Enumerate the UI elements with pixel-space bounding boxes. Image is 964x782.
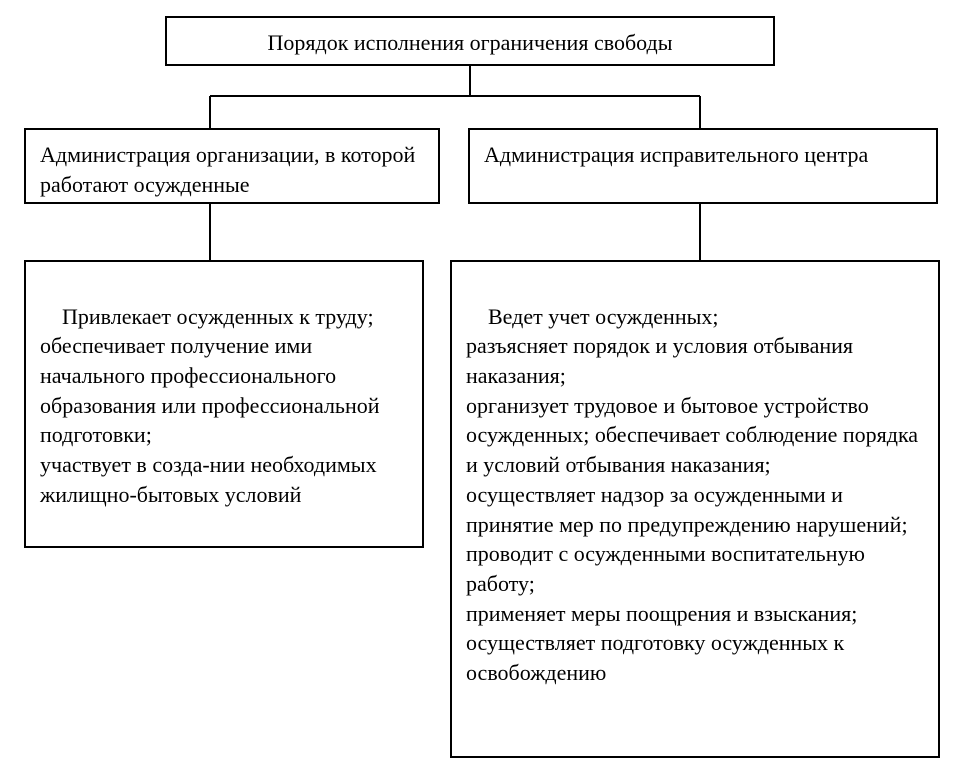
diagram-canvas: Порядок исполнения ограничения свободы А… (0, 0, 964, 782)
root-node: Порядок исполнения ограничения свободы (165, 16, 775, 66)
right-body-node: Ведет учет осужденных; разъясняет порядо… (450, 260, 940, 758)
left-body-text: Привлекает осужденных к труду; обеспечив… (40, 304, 385, 507)
right-header-node: Администрация исправительно­го центра (468, 128, 938, 204)
left-header-node: Администрация организации, в которой раб… (24, 128, 440, 204)
right-header-text: Администрация исправительно­го центра (484, 142, 868, 167)
root-node-text: Порядок исполнения ограничения свободы (268, 30, 673, 55)
left-body-node: Привлекает осужденных к труду; обеспечив… (24, 260, 424, 548)
left-header-text: Администрация организации, в которой раб… (40, 142, 415, 197)
right-body-text: Ведет учет осужденных; разъясняет порядо… (466, 304, 924, 685)
